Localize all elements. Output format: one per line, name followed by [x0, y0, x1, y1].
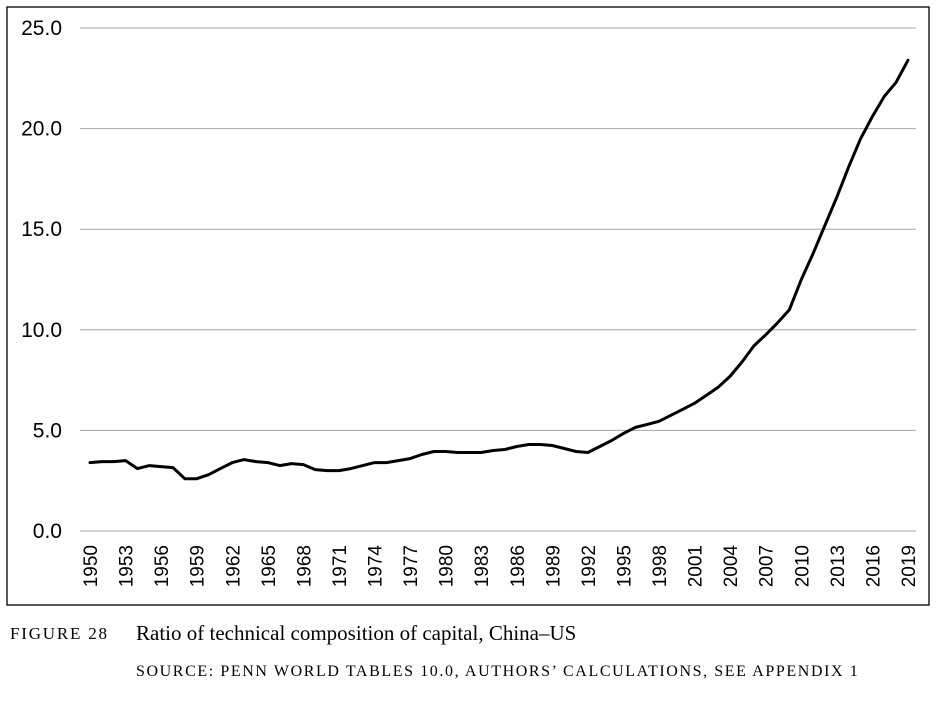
x-tick-label: 1992	[579, 545, 600, 587]
x-tick-label: 1965	[259, 545, 280, 587]
x-tick-label: 1950	[81, 545, 102, 587]
x-tick-label: 1980	[437, 545, 458, 587]
figure-title: Ratio of technical composition of capita…	[136, 621, 577, 645]
x-tick-label: 1953	[117, 545, 138, 587]
x-tick-label: 1971	[330, 545, 351, 587]
figure-label: FIGURE 28	[10, 624, 109, 643]
y-tick-label: 25.0	[21, 17, 62, 40]
x-tick-label: 1959	[188, 545, 209, 587]
x-tick-label: 2007	[757, 545, 778, 587]
gridlines	[80, 27, 916, 532]
x-axis-tick-labels: 1950 1953 1956 1959 1962 1965 1968 1971 1974 1977…	[81, 545, 920, 588]
y-tick-label: 0.0	[33, 520, 62, 543]
y-tick-label: 15.0	[21, 218, 62, 241]
x-tick-label: 1974	[366, 545, 387, 588]
line-chart: 0.05.010.015.020.025.0 1950 1953 1956 1959 1…	[6, 6, 930, 606]
x-tick-label: 1956	[152, 545, 173, 587]
x-tick-label: 1962	[223, 545, 244, 587]
y-axis-tick-labels: 0.0 5.0 10.0 15.0 20.0 25.0	[21, 17, 62, 543]
x-tick-label: 1977	[401, 545, 422, 587]
x-tick-label: 1968	[294, 545, 315, 587]
y-tick-label: 20.0	[21, 118, 62, 141]
y-tick-label: 5.0	[33, 419, 62, 442]
plot-area-frame	[6, 6, 930, 606]
y-tick-label: 10.0	[21, 319, 62, 342]
x-tick-label: 1986	[508, 545, 529, 587]
x-tick-label: 1995	[614, 545, 635, 587]
figure-source: SOURCE: PENN WORLD TABLES 10.0, AUTHORS’…	[136, 663, 860, 680]
x-tick-label: 1989	[543, 545, 564, 587]
series-line	[88, 58, 910, 481]
x-tick-label: 1983	[472, 545, 493, 587]
x-tick-label: 2019	[899, 545, 920, 587]
x-tick-label: 1998	[650, 545, 671, 587]
x-tick-label: 2016	[863, 545, 884, 587]
x-tick-label: 2010	[792, 545, 813, 587]
x-tick-label: 2013	[828, 545, 849, 587]
x-tick-label: 2004	[721, 545, 742, 588]
x-tick-label: 2001	[686, 545, 707, 587]
